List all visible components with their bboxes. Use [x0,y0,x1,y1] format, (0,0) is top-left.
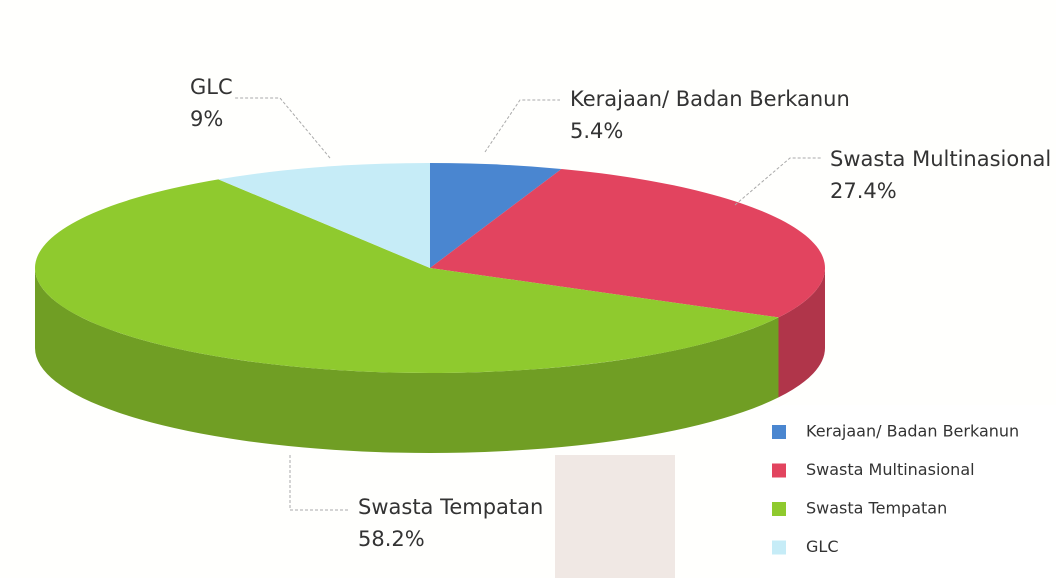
leader-line [484,99,560,153]
slice [430,163,562,268]
callout-value: 9% [190,107,223,131]
callout-name: Swasta Multinasional [830,147,1051,171]
callout-value: 5.4% [570,119,623,143]
slice [34,179,779,373]
slice [218,163,430,268]
legend-swatch [772,540,786,555]
legend-swatch [772,463,786,478]
legend-box [760,405,1056,578]
legend-swatch [772,425,786,439]
legend-text: Swasta Tempatan [806,499,947,518]
legend-text: Kerajaan/ Badan Berkanun [806,422,1019,441]
leader-line [289,455,350,511]
slice-side [778,268,825,398]
legend-swatch [772,502,786,516]
leader-line [235,97,331,159]
background-photo [555,455,675,578]
callout-name: Kerajaan/ Badan Berkanun [570,87,850,111]
callout-name: Swasta Tempatan [358,495,543,519]
callout-value: 58.2% [358,527,425,551]
callout-name: GLC [190,75,233,99]
leader-line [734,157,822,206]
slice-side [35,268,779,453]
legend-text: GLC [806,537,838,556]
callout-value: 27.4% [830,179,897,203]
slice [430,168,825,318]
legend-text: Swasta Multinasional [806,460,975,479]
